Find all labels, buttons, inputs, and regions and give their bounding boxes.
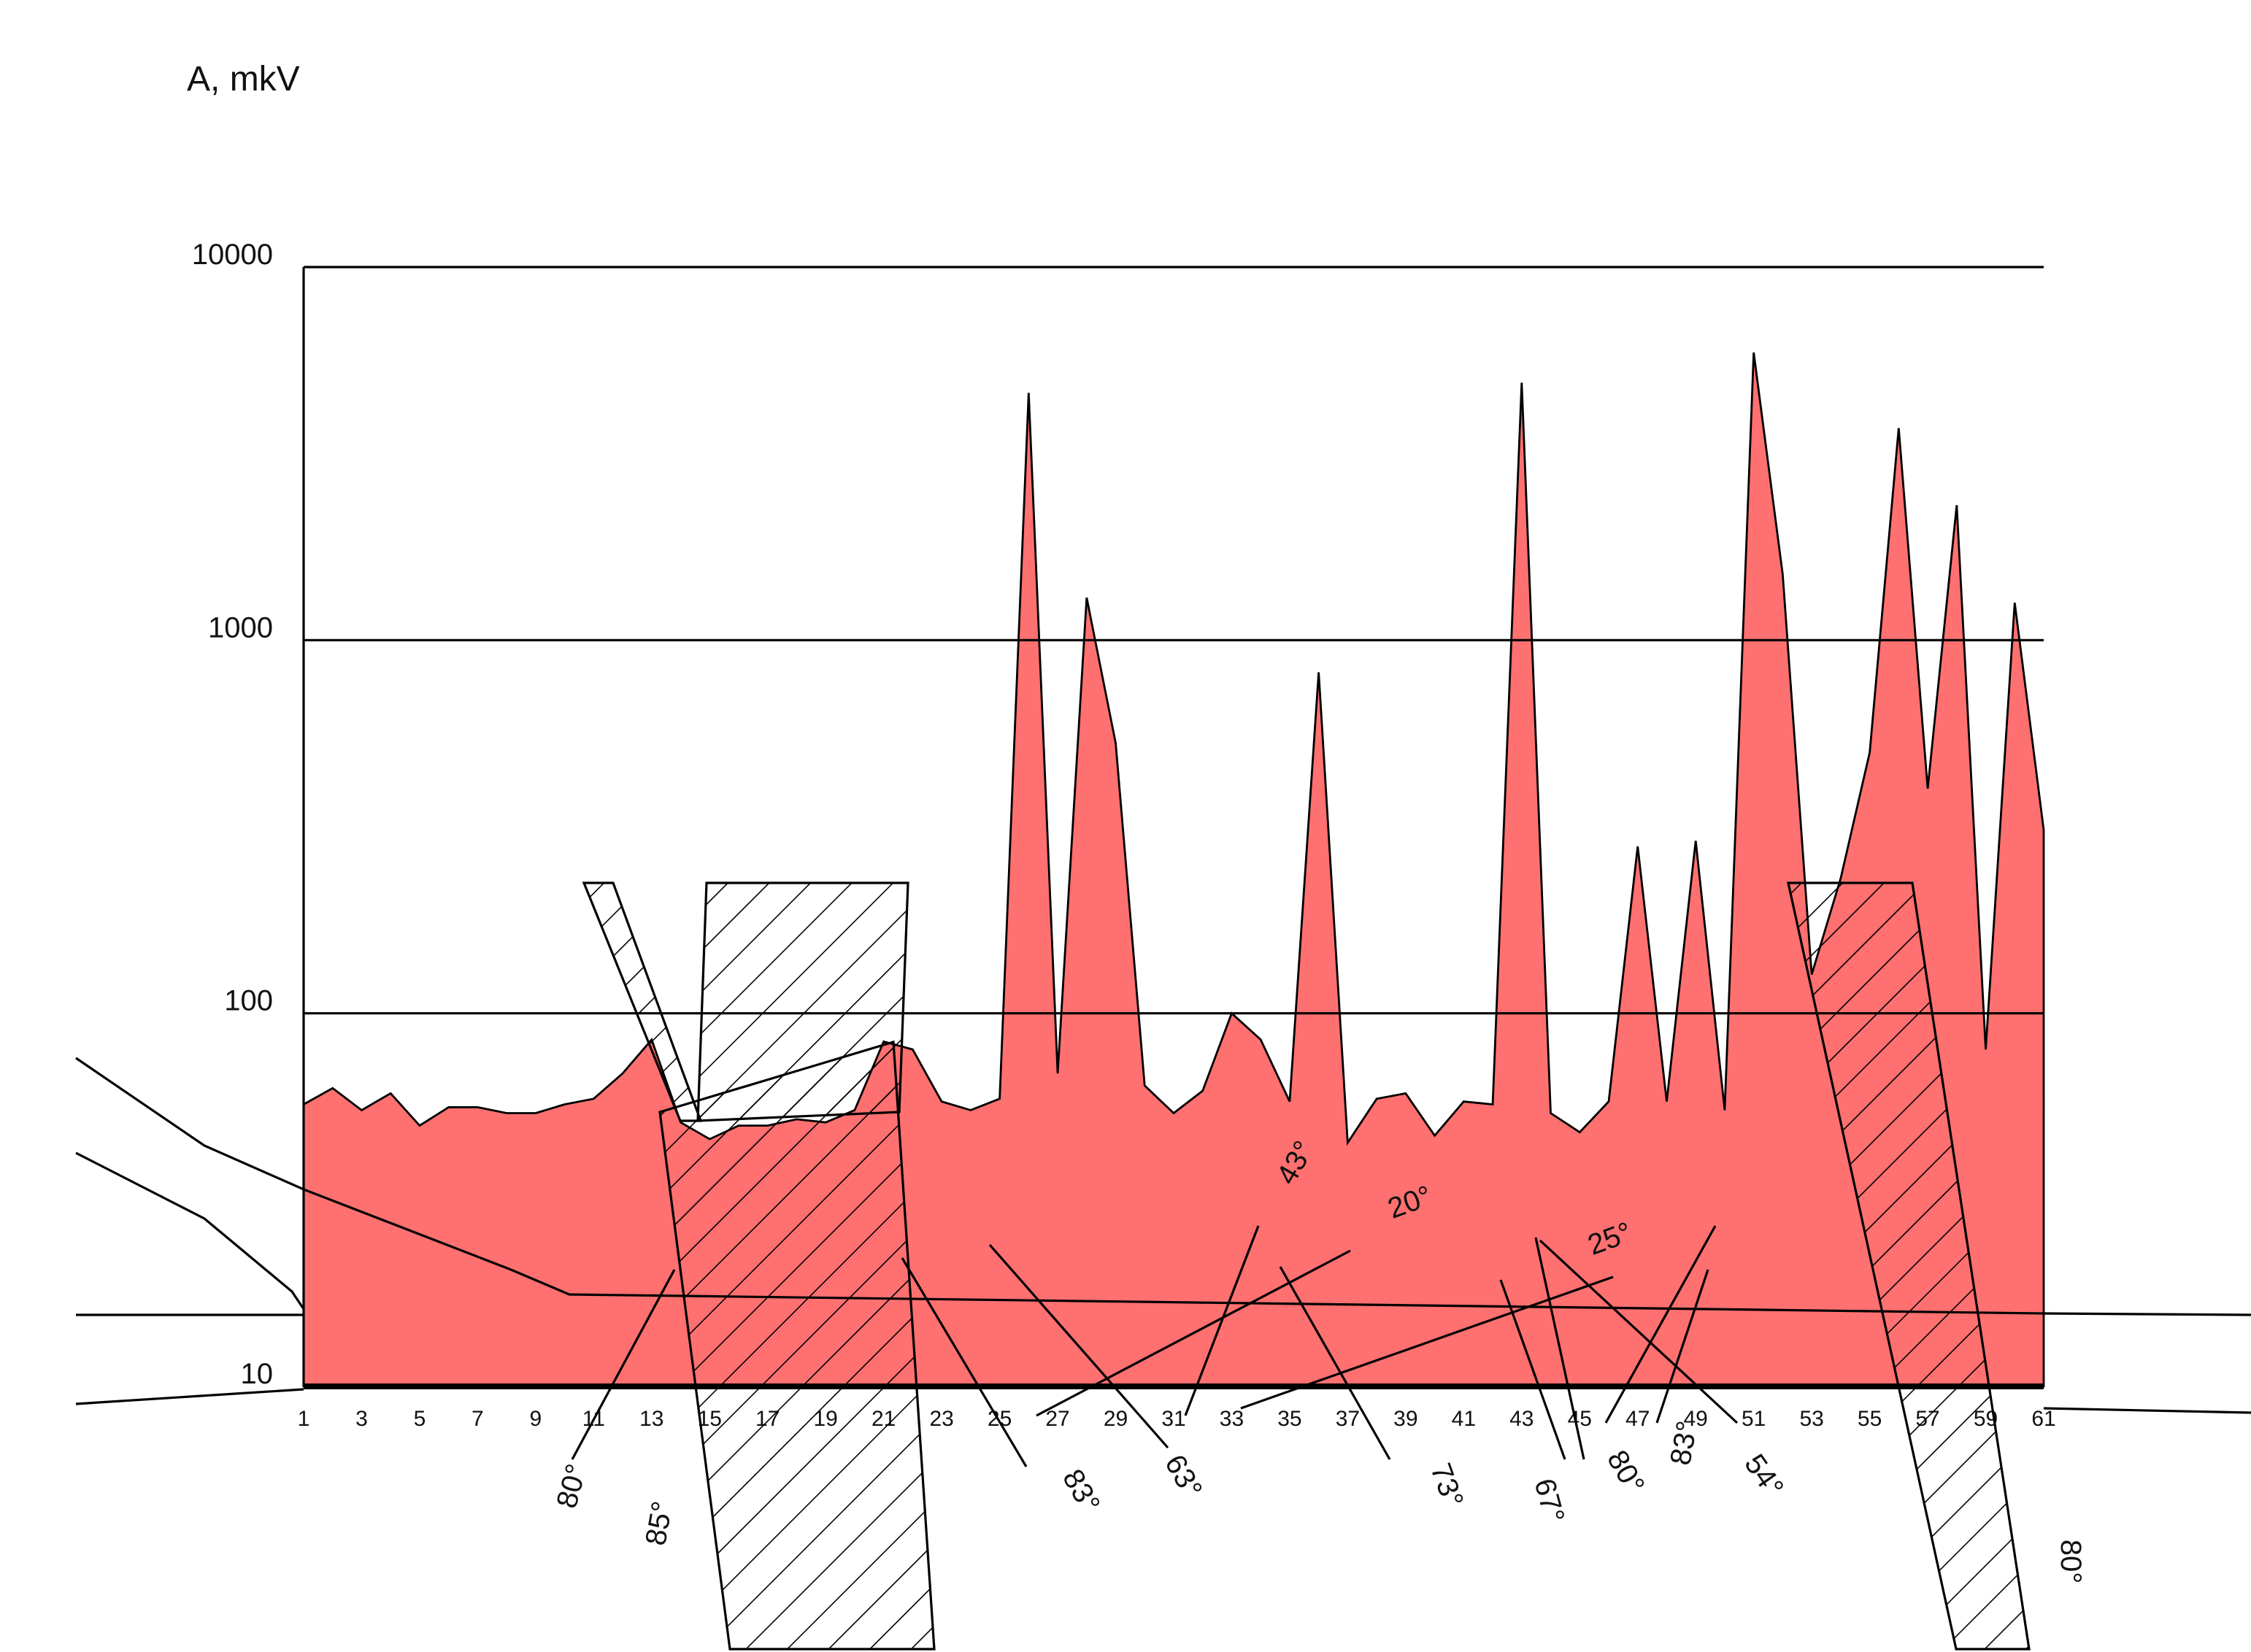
dip-angle-label: 80°: [2055, 1540, 2087, 1584]
dip-line: [1604, 1225, 1717, 1424]
hatched-zone: [1787, 881, 2031, 1651]
x-tick-label: 47: [1625, 1407, 1650, 1431]
dip-line: [1036, 1249, 1351, 1417]
dip-line: [1279, 1266, 1391, 1460]
x-tick-label: 3: [355, 1407, 368, 1431]
area: [302, 352, 2045, 1388]
x-tick-label: 39: [1393, 1407, 1417, 1431]
dip-line: [1655, 1269, 1709, 1424]
x-tick-label: 27: [1045, 1407, 1069, 1431]
dip-angle-label: 83°: [1056, 1464, 1106, 1518]
x-tick-label: 43: [1509, 1407, 1534, 1431]
dip-angle-label: 54°: [1738, 1448, 1790, 1503]
x-tick-label: 35: [1277, 1407, 1301, 1431]
y-tick-label: 100: [224, 985, 273, 1017]
contact-line: [75, 1151, 305, 1310]
x-tick-label: 51: [1742, 1407, 1766, 1431]
x-tick-label: 41: [1452, 1407, 1476, 1431]
y-tick-label: 10: [241, 1358, 274, 1390]
dip-angle-label: 67°: [1528, 1475, 1570, 1526]
dip-line: [901, 1257, 1028, 1467]
x-tick-label: 53: [1799, 1407, 1823, 1431]
x-tick-label: 55: [1858, 1407, 1882, 1431]
dip-line: [1184, 1225, 1260, 1416]
dip-line: [1534, 1237, 1585, 1460]
dip-line: [1539, 1239, 1739, 1424]
x-tick-label: 45: [1568, 1407, 1592, 1431]
contact-line: [75, 1388, 304, 1405]
x-tick-label: 13: [639, 1407, 663, 1431]
dip-angle-label: 80°: [1601, 1445, 1650, 1499]
dip-line: [571, 1269, 676, 1460]
x-tick-label: 23: [929, 1407, 953, 1431]
x-tick-label: 7: [472, 1407, 484, 1431]
x-tick-label: 49: [1684, 1407, 1708, 1431]
dip-angle-label: 83°: [1664, 1419, 1704, 1467]
x-tick-label: 37: [1336, 1407, 1360, 1431]
x-tick-label: 25: [988, 1407, 1012, 1431]
x-tick-label: 5: [414, 1407, 426, 1431]
x-tick-label: 61: [2031, 1407, 2055, 1431]
geology-overlay: [75, 881, 2251, 1651]
hatched-zone: [658, 1040, 936, 1651]
dip-line: [1499, 1279, 1566, 1460]
dip-angle-label: 73°: [1424, 1459, 1469, 1512]
x-tick-label: 1: [298, 1407, 310, 1431]
dip-angle-label: 63°: [1158, 1449, 1208, 1503]
dip-line: [1240, 1275, 1614, 1410]
contact-line: [2043, 1407, 2251, 1414]
plot-area: 1010010001000013579111315171921232527293…: [192, 239, 2056, 1431]
dip-angle-label: 85°: [639, 1499, 679, 1548]
y-tick-label: 10000: [192, 239, 273, 271]
x-tick-label: 31: [1161, 1407, 1185, 1431]
y-tick-label: 1000: [208, 611, 273, 644]
dip-angle-label: 80°: [550, 1461, 593, 1512]
x-tick-label: 9: [530, 1407, 542, 1431]
x-tick-label: 29: [1104, 1407, 1128, 1431]
dip-line: [988, 1243, 1169, 1449]
x-tick-label: 33: [1220, 1407, 1244, 1431]
y-axis-title: A, mkV: [187, 60, 300, 99]
contact-line: [75, 1057, 2251, 1316]
